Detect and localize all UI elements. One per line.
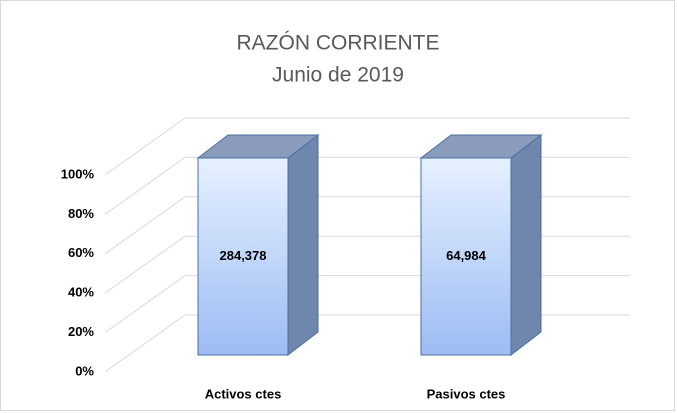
chart-subtitle: Junio de 2019: [272, 64, 404, 87]
data-label: 64,984: [446, 248, 487, 263]
bar-side: [287, 133, 319, 357]
y-tick-label: 0%: [75, 363, 94, 378]
y-tick-label: 40%: [68, 285, 94, 300]
bar: [197, 157, 289, 356]
data-label: 284,378: [220, 248, 267, 263]
grid-line: [104, 117, 630, 176]
y-tick-label: 20%: [68, 324, 94, 339]
y-tick-label: 80%: [68, 206, 94, 221]
y-tick-label: 60%: [68, 245, 94, 260]
x-tick-label: Activos ctes: [205, 386, 282, 401]
bar-side: [510, 133, 542, 357]
x-tick-label: Pasivos ctes: [427, 386, 506, 401]
y-tick-label: 100%: [61, 166, 95, 181]
chart-title: RAZÓN CORRIENTE: [236, 32, 439, 55]
bar: [420, 157, 512, 356]
